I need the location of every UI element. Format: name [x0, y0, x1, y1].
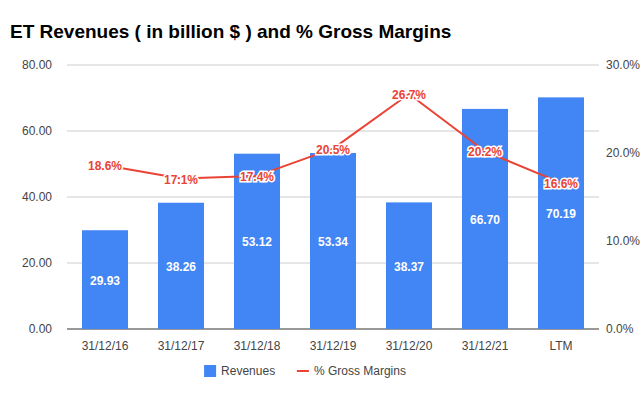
y2-tick	[599, 153, 602, 154]
x-tick-label: 31/12/16	[82, 339, 129, 353]
x-tick-label: 31/12/18	[234, 339, 281, 353]
line-label: 17.4%	[240, 170, 274, 184]
legend-swatch	[204, 365, 216, 377]
legend: Revenues % Gross Margins	[204, 364, 406, 378]
title: ET Revenues ( in billion $ ) and % Gross…	[10, 21, 451, 42]
legend-label: Revenues	[221, 364, 275, 378]
chart: ET Revenues ( in billion $ ) and % Gross…	[0, 0, 640, 396]
x-tick-label: 31/12/17	[158, 339, 205, 353]
plot-area	[82, 94, 584, 329]
y2-tick-label: 20.0%	[606, 146, 640, 160]
line-label: 20.5%	[316, 143, 350, 157]
y-tick-label: 20.00	[22, 256, 52, 270]
y-tick-label: 80.00	[22, 58, 52, 72]
data-labels: 29.93 38.26 53.12 53.34 38.37 66.70 70.19 18.6%…	[88, 88, 578, 288]
legend-label: % Gross Margins	[314, 364, 406, 378]
bar	[386, 202, 432, 329]
bar-label: 38.37	[394, 260, 424, 274]
bar	[310, 153, 356, 329]
legend-swatch	[297, 370, 309, 372]
bar-label: 53.34	[318, 235, 348, 249]
y-tick-label: 60.00	[22, 124, 52, 138]
bar-label: 38.26	[166, 260, 196, 274]
bar	[462, 109, 508, 329]
bar-label: 66.70	[470, 213, 500, 227]
x-tick-label: 31/12/20	[386, 339, 433, 353]
bar-label: 70.19	[546, 207, 576, 221]
y-tick-label: 0.00	[29, 322, 53, 336]
x-tick-label: LTM	[549, 339, 572, 353]
y-tick-label: 40.00	[22, 190, 52, 204]
line-label: 18.6%	[88, 159, 122, 173]
y2-tick	[599, 241, 602, 242]
y2-tick-label: 10.0%	[606, 234, 640, 248]
y2-tick	[599, 329, 602, 330]
bar	[234, 154, 280, 329]
bar	[158, 203, 204, 329]
line-label: 26.7%	[392, 88, 426, 102]
bar-label: 29.93	[90, 274, 120, 288]
x-tick-label: 31/12/19	[310, 339, 357, 353]
y2-tick	[599, 65, 602, 66]
bar-label: 53.12	[242, 235, 272, 249]
line	[105, 94, 561, 183]
grid-line	[67, 131, 599, 132]
y2-tick-label: 0.0%	[606, 322, 634, 336]
line-label: 16.6%	[544, 177, 578, 191]
line-label: 17.1%	[164, 173, 198, 187]
bar	[82, 230, 128, 329]
x-tick-label: 31/12/21	[462, 339, 509, 353]
line-label: 20.2%	[468, 145, 502, 159]
bar	[538, 97, 584, 329]
y2-tick-label: 30.0%	[606, 58, 640, 72]
grid-line	[67, 65, 599, 66]
